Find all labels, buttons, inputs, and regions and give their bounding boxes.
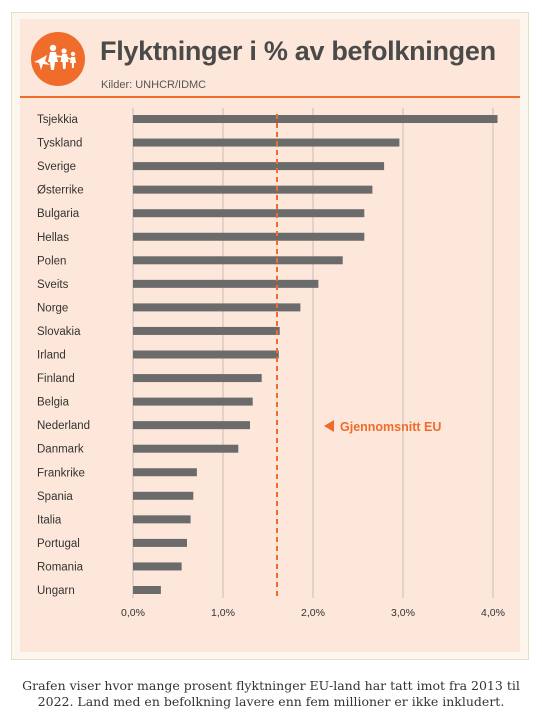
category-label: Hellas [37, 232, 69, 244]
x-tick-label: 4,0% [481, 607, 505, 619]
bar [133, 374, 262, 383]
bar [133, 586, 161, 594]
category-label: Sverige [37, 161, 76, 173]
category-label: Italia [37, 514, 62, 526]
category-label: Ungarn [37, 585, 75, 597]
category-label: Belgia [37, 397, 70, 409]
header-divider [20, 96, 520, 98]
bar [133, 209, 365, 218]
category-label: Irland [37, 350, 66, 362]
eu-average-label: Gjennomsnitt EU [340, 420, 441, 434]
category-label: Norge [37, 302, 68, 314]
bar [133, 326, 280, 335]
source-label: Kilder: UNHCR/IDMC [101, 79, 207, 91]
category-label: Spania [37, 491, 73, 503]
category-label: Finland [37, 373, 75, 385]
category-label: Danmark [37, 444, 84, 456]
category-label: Portugal [37, 538, 80, 550]
x-tick-label: 3,0% [391, 607, 415, 619]
bar [133, 468, 197, 477]
chart-title: Flyktninger i % av befolkningen [100, 36, 496, 66]
category-label: Sveits [37, 279, 69, 291]
category-label: Romania [37, 561, 84, 573]
x-tick-label: 2,0% [301, 607, 325, 619]
bar-chart: 0,0% 1,0% 2,0% 3,0% 4,0% Tsjekkia Tyskland Sver… [37, 108, 505, 619]
bar [133, 162, 385, 171]
bar [133, 303, 301, 312]
category-label: Slovakia [37, 326, 81, 338]
category-label: Polen [37, 255, 66, 267]
category-label: Frankrike [37, 467, 85, 479]
bar [133, 562, 182, 571]
bar [133, 185, 373, 194]
bar [133, 279, 319, 288]
bar [133, 421, 250, 430]
chart-caption: Grafen viser hvor mange prosent flyktnin… [22, 678, 520, 709]
bar [133, 138, 400, 147]
category-label: Østerrike [37, 185, 84, 197]
bar [133, 444, 239, 453]
arrow-left-icon [324, 420, 334, 432]
category-label: Bulgaria [37, 208, 80, 220]
bar [133, 256, 343, 265]
category-label: Tsjekkia [37, 114, 79, 126]
bar [133, 538, 187, 547]
bar [133, 115, 498, 123]
bar [133, 515, 191, 524]
bar [133, 232, 365, 241]
category-label: Nederland [37, 420, 90, 432]
chart-panel [20, 19, 520, 652]
bar [133, 397, 253, 406]
x-tick-label: 1,0% [211, 607, 235, 619]
category-label: Tyskland [37, 138, 82, 150]
people-escaping-icon [31, 32, 85, 86]
bar [133, 350, 279, 359]
x-tick-label: 0,0% [121, 607, 145, 619]
bar [133, 491, 194, 500]
